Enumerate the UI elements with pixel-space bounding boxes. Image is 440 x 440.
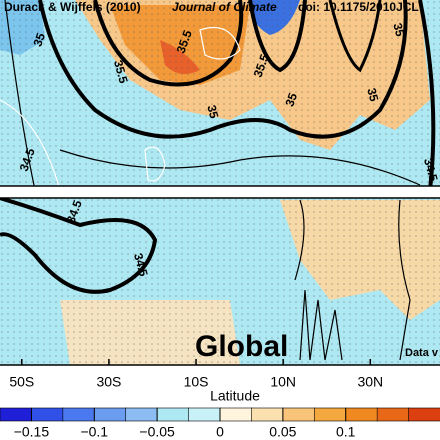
colorbar-segment bbox=[282, 407, 316, 422]
colorbar-tick-label: 0 bbox=[216, 424, 224, 440]
colorbar-segment bbox=[313, 407, 347, 422]
colorbar-tick-label: 0.1 bbox=[336, 424, 356, 440]
contour-label: 35 bbox=[204, 104, 221, 121]
x-axis-label: Latitude bbox=[210, 388, 260, 404]
colorbar-tick-label: 0.05 bbox=[269, 424, 296, 440]
x-tick-label: 30S bbox=[96, 374, 121, 390]
x-tick-label: 10N bbox=[270, 374, 296, 390]
contour-label: 35.5 bbox=[111, 59, 131, 85]
contour-label: 35 bbox=[30, 31, 48, 49]
header-authors: Durack & Wijffels (2010) bbox=[4, 0, 141, 14]
colorbar-tick-label: −0.05 bbox=[139, 424, 175, 440]
contour-line bbox=[144, 146, 166, 182]
contour-line bbox=[0, 99, 61, 191]
contour-line bbox=[328, 0, 382, 73]
header-journal: Journal of Climate bbox=[172, 0, 277, 14]
white-contours bbox=[0, 26, 241, 191]
contour-line bbox=[418, 0, 436, 191]
contour-line bbox=[294, 199, 411, 361]
contours bbox=[0, 0, 436, 361]
colorbar-segment bbox=[93, 407, 127, 422]
x-tick-label: 50S bbox=[9, 374, 34, 390]
contour-line bbox=[4, 0, 36, 191]
contour-line bbox=[93, 0, 244, 87]
colorbar-segment bbox=[188, 407, 221, 422]
contour-line bbox=[199, 26, 241, 60]
colorbar-segment bbox=[376, 407, 410, 422]
colorbar-segment bbox=[0, 407, 33, 422]
colorbar-segment bbox=[125, 407, 158, 422]
contour-line bbox=[59, 149, 421, 186]
data-note: Data v bbox=[405, 347, 439, 359]
stippling bbox=[0, 0, 440, 365]
contour-line bbox=[0, 196, 158, 294]
colorbar-tick-label: −0.1 bbox=[80, 424, 108, 440]
contour-line bbox=[38, 0, 408, 139]
contour-label: 35 bbox=[390, 22, 407, 39]
colorbar-segment bbox=[345, 407, 378, 422]
panel-separator bbox=[0, 186, 440, 198]
colorbar-segment bbox=[219, 407, 253, 422]
header-doi: doi: 10.1175/2010JCL bbox=[298, 0, 419, 14]
plot-area bbox=[0, 0, 440, 366]
x-tick-label: 30N bbox=[357, 374, 383, 390]
colorbar-tick-label: −0.15 bbox=[14, 424, 50, 440]
contour-label: 35 bbox=[282, 91, 300, 109]
colorbar-segment bbox=[156, 407, 190, 422]
x-tick-label: 10S bbox=[184, 374, 209, 390]
contour-label: 34.5 bbox=[421, 157, 440, 183]
contour-label: 35 bbox=[364, 87, 381, 104]
colorbar-segment bbox=[251, 407, 284, 422]
region-label: Global bbox=[195, 330, 288, 363]
colorbar-segment bbox=[62, 407, 96, 422]
contour-line bbox=[248, 0, 307, 73]
colorbar-segment bbox=[31, 407, 64, 422]
colorbar-segment bbox=[408, 407, 440, 422]
contour-label: 34.5 bbox=[131, 252, 151, 278]
